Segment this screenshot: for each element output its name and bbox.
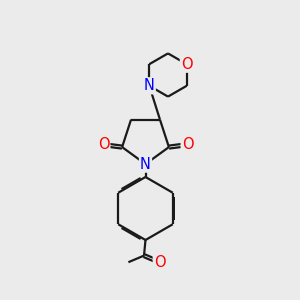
Text: O: O <box>98 137 109 152</box>
Text: O: O <box>181 57 193 72</box>
Text: N: N <box>140 157 151 172</box>
Text: O: O <box>154 255 165 270</box>
Text: N: N <box>144 78 155 93</box>
Text: O: O <box>182 137 193 152</box>
